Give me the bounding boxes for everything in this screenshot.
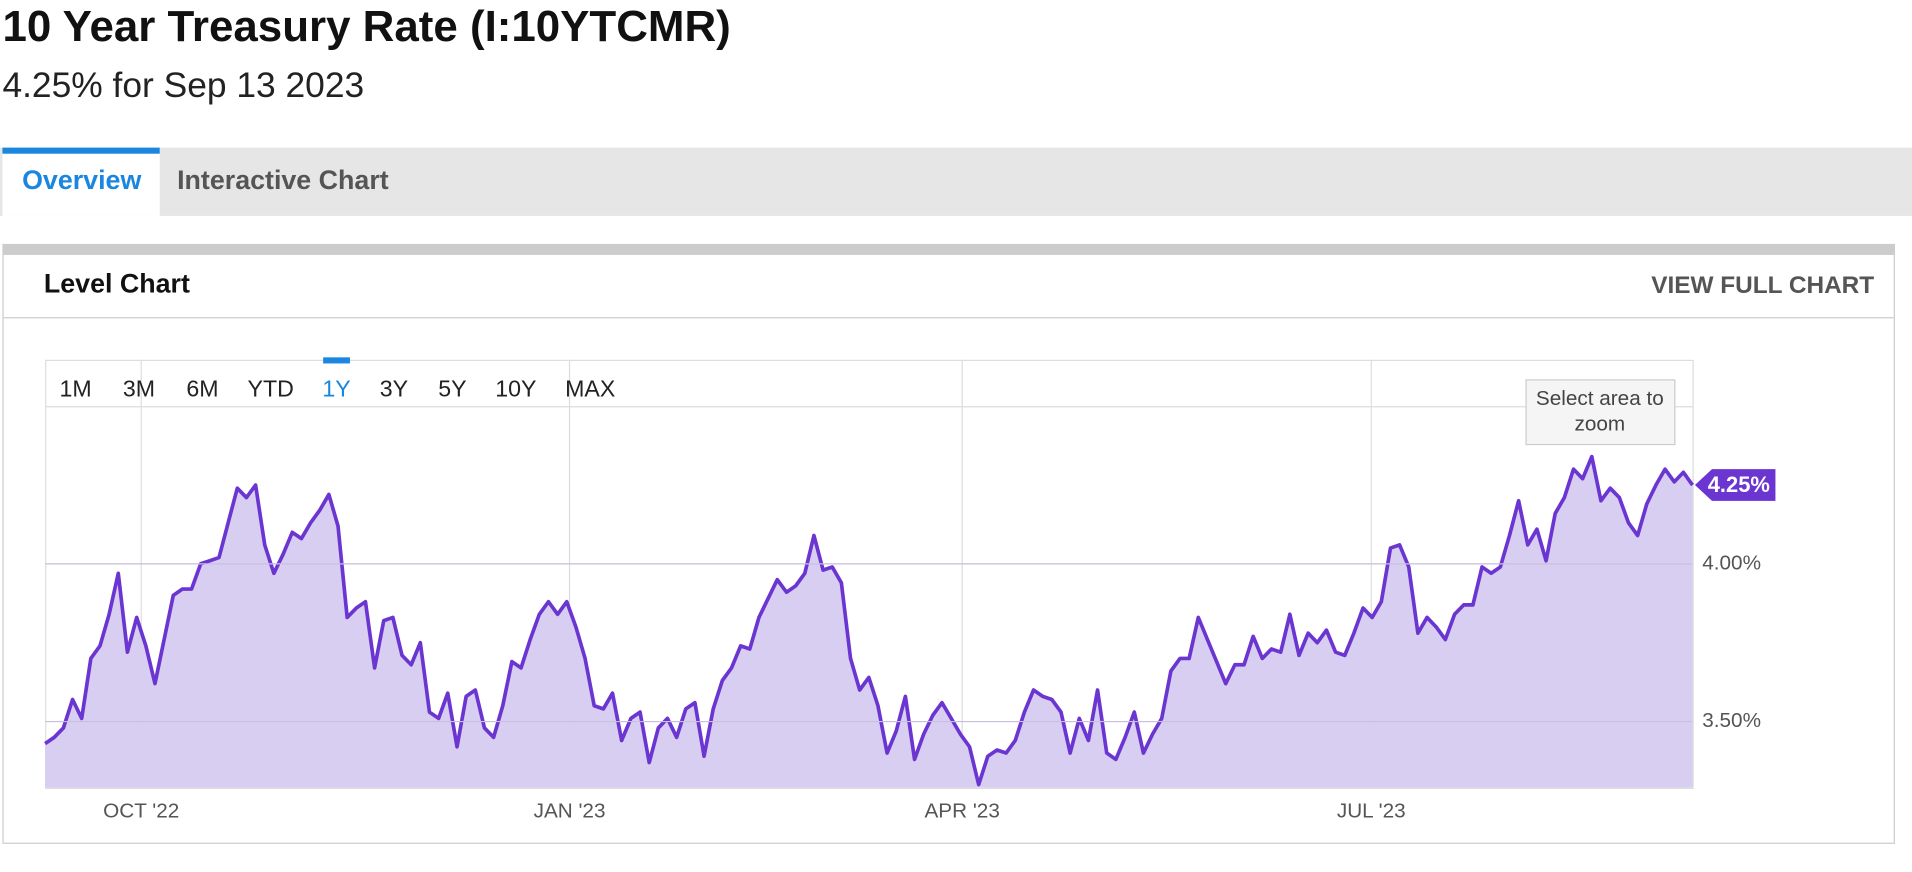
last-value-label: 4.25% xyxy=(1708,472,1770,497)
range-button[interactable]: 6M xyxy=(186,375,218,401)
x-tick-label: JAN '23 xyxy=(534,800,606,823)
x-tick-label: OCT '22 xyxy=(103,800,179,823)
zoom-hint-container: Select area to zoom xyxy=(1535,386,1664,436)
view-full-chart[interactable]: VIEW FULL CHART xyxy=(1651,272,1874,299)
range-button[interactable]: 10Y xyxy=(495,375,536,401)
x-tick-label: JUL '23 xyxy=(1337,800,1406,823)
tab-bar xyxy=(0,147,1912,216)
tab[interactable]: Interactive Chart xyxy=(177,165,389,195)
line xyxy=(44,454,1694,787)
panel-top-bar xyxy=(2,243,1895,255)
page-title: 10 Year Treasury Rate (I:10YTCMR) xyxy=(2,2,730,51)
last-value-badge xyxy=(1694,469,1776,501)
range-button[interactable]: YTD xyxy=(248,375,294,401)
range-button[interactable]: 3M xyxy=(123,375,155,401)
range-button[interactable]: MAX xyxy=(565,375,615,401)
page-subtitle: 4.25% for Sep 13 2023 xyxy=(2,66,364,105)
area-fill xyxy=(45,456,1693,788)
range-button[interactable]: 1Y xyxy=(322,375,350,401)
zoom-hint: Select area to zoom xyxy=(1535,386,1664,436)
panel-title: Level Chart xyxy=(44,268,190,298)
range-button[interactable]: 1M xyxy=(60,375,92,401)
zoom-hint-box xyxy=(1525,379,1676,446)
range-button[interactable]: 5Y xyxy=(438,375,466,401)
range-button[interactable]: 3Y xyxy=(380,375,408,401)
range-active-indicator xyxy=(323,357,350,364)
y-tick-label: 4.00% xyxy=(1702,551,1761,574)
tab[interactable]: Overview xyxy=(22,165,141,195)
tab-active-bg xyxy=(2,147,160,216)
tab-active-indicator xyxy=(2,147,160,154)
x-tick-label: APR '23 xyxy=(924,800,999,823)
y-tick-label: 3.50% xyxy=(1702,709,1761,732)
